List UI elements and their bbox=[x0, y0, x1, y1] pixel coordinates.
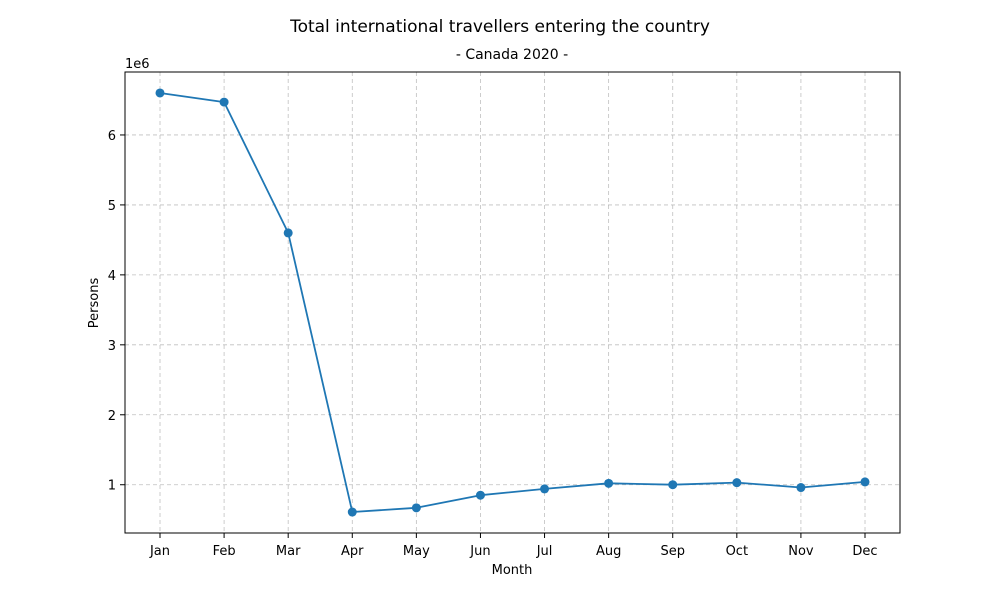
x-tick-label: Sep bbox=[660, 544, 685, 559]
y-tick-label: 2 bbox=[108, 409, 116, 424]
axis-ticks: Jan Feb Mar Apr May Jun Jul Aug Sep Oct Nov Dec 1 2 3 4… bbox=[108, 129, 878, 559]
data-point-mar bbox=[283, 228, 293, 238]
x-tick-label: Aug bbox=[596, 544, 621, 559]
data-point-apr bbox=[347, 507, 357, 517]
x-tick-label: Feb bbox=[213, 544, 236, 559]
y-tick-label: 1 bbox=[108, 479, 116, 494]
x-tick-label: Jan bbox=[149, 544, 170, 559]
y-axis-label: Persons bbox=[87, 278, 102, 329]
x-tick-label: Jul bbox=[536, 544, 553, 559]
y-tick-label: 4 bbox=[108, 269, 116, 284]
data-point-feb bbox=[219, 97, 229, 107]
x-tick-label: Mar bbox=[276, 544, 301, 559]
data-point-aug bbox=[604, 478, 614, 488]
x-axis-label: Month bbox=[492, 563, 533, 578]
data-point-jun bbox=[475, 490, 485, 500]
data-point-dec bbox=[860, 477, 870, 487]
x-tick-label: Oct bbox=[726, 544, 748, 559]
chart-subtitle: - Canada 2020 - bbox=[456, 47, 568, 63]
y-axis-offset-label: 1e6 bbox=[125, 57, 150, 72]
data-point-oct bbox=[732, 478, 742, 488]
x-tick-label: Dec bbox=[852, 544, 877, 559]
plot-area-frame bbox=[124, 71, 901, 534]
y-tick-label: 6 bbox=[108, 129, 116, 144]
series-layer bbox=[155, 88, 870, 517]
x-tick-label: Nov bbox=[788, 544, 814, 559]
x-tick-label: Jun bbox=[469, 544, 490, 559]
x-tick-label: Apr bbox=[341, 544, 364, 559]
y-tick-label: 3 bbox=[108, 339, 116, 354]
y-tick-label: 5 bbox=[108, 199, 116, 214]
data-point-sep bbox=[668, 480, 678, 490]
series-line bbox=[159, 92, 866, 513]
data-point-nov bbox=[796, 483, 806, 493]
data-point-jul bbox=[540, 484, 550, 494]
data-point-jan bbox=[155, 88, 165, 98]
chart-title: Total international travellers entering … bbox=[289, 17, 710, 37]
grid bbox=[125, 72, 900, 533]
data-point-may bbox=[411, 503, 421, 513]
x-tick-label: May bbox=[403, 544, 430, 559]
